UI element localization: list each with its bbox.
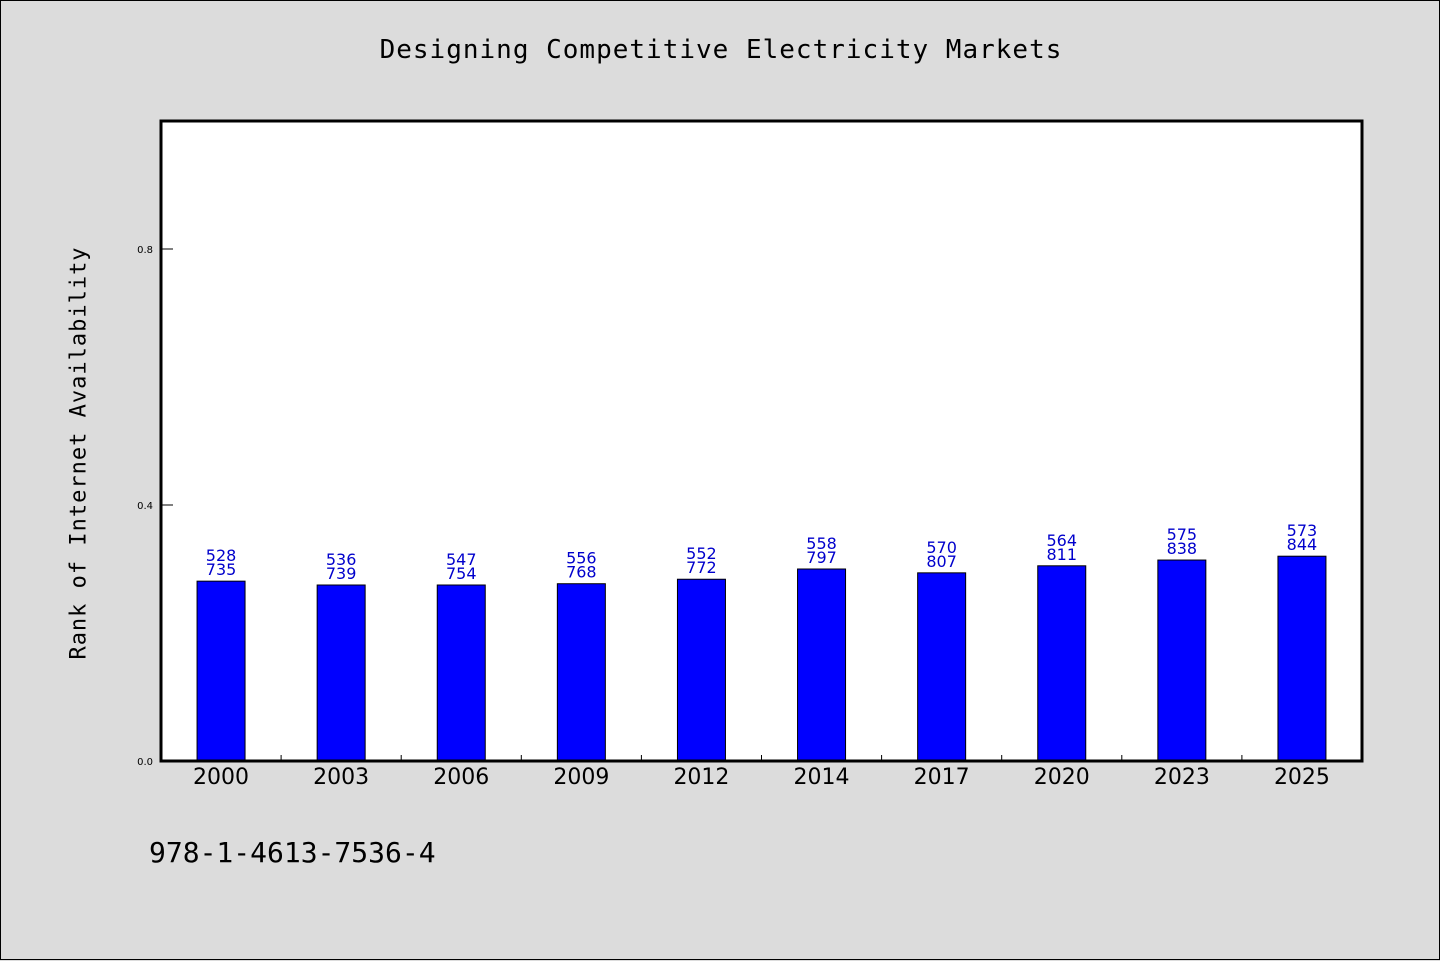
bar-label-top: 573 [1287,521,1318,540]
chart-title: Designing Competitive Electricity Market… [379,35,1063,65]
x-tick-label: 2003 [313,765,369,790]
bar [1277,555,1327,762]
bar [797,568,847,762]
bar-label-top: 536 [326,550,357,569]
bar-label-bottom: 844 [1287,535,1318,554]
bar-label-bottom: 735 [206,560,237,579]
x-tick-label: 2000 [193,765,249,790]
y-tick-label: 0.0 [137,757,153,768]
isbn-text: 978-1-4613-7536-4 [149,836,436,869]
plot-frame [159,119,1364,763]
y-tick-label: 0.4 [137,501,153,512]
bar-label-top: 552 [686,544,717,563]
bar-label-top: 570 [926,538,957,557]
bar-label-top: 558 [806,534,837,553]
x-tick-label: 2009 [553,765,609,790]
bar-label-top: 528 [206,546,237,565]
bar-label-top: 575 [1167,525,1198,544]
bar-label-top: 556 [566,549,597,568]
x-tick-label: 2006 [433,765,489,790]
x-tick-label: 2012 [673,765,729,790]
bar [556,583,606,762]
bar-label-bottom: 739 [326,564,357,583]
bar [1037,565,1087,762]
bar-label-bottom: 811 [1046,545,1077,564]
bar [1157,559,1207,762]
x-tick-label: 2014 [794,765,850,790]
x-tick-label: 2025 [1274,765,1330,790]
bar-label-bottom: 772 [686,558,717,577]
x-tick-label: 2020 [1034,765,1090,790]
bar-label-bottom: 797 [806,548,837,567]
bar [917,572,967,762]
x-tick-label: 2023 [1154,765,1210,790]
bar-label-bottom: 754 [446,564,477,583]
bar [316,584,366,762]
bar-label-bottom: 807 [926,552,957,571]
bar [436,584,486,762]
x-tick-label: 2017 [914,765,970,790]
bar [676,578,726,762]
bar-label-bottom: 838 [1167,539,1198,558]
bar [196,580,246,762]
bar-label-top: 547 [446,550,477,569]
bar-label-bottom: 768 [566,563,597,582]
y-tick-label: 0.8 [137,245,153,256]
bar-label-top: 564 [1046,531,1077,550]
